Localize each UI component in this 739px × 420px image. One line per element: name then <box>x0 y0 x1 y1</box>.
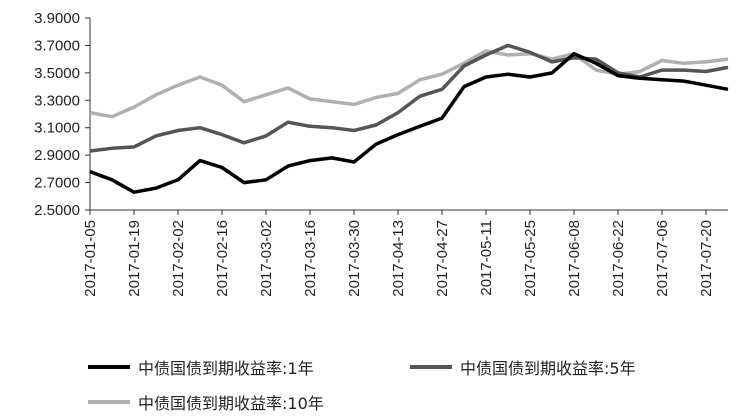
y-tick-label: 3.7000 <box>34 37 80 54</box>
y-tick-label: 3.3000 <box>34 92 80 109</box>
chart-series <box>89 43 729 194</box>
legend-swatch-10y <box>88 400 130 404</box>
legend-swatch-5y <box>410 365 452 369</box>
y-tick-label: 2.7000 <box>34 175 80 192</box>
legend-swatch-1y <box>88 365 130 369</box>
x-tick-label: 2017-06-08 <box>566 220 583 297</box>
x-tick-label: 2017-06-22 <box>610 220 627 297</box>
x-axis-ticks: 2017-01-05 2017-01-19 2017-02-02 2017-02-16… <box>82 210 715 297</box>
x-tick-label: 2017-03-16 <box>302 220 319 297</box>
x-tick-label: 2017-03-30 <box>346 220 363 297</box>
series-line-5y <box>89 43 729 153</box>
x-tick-label: 2017-05-11 <box>478 220 495 296</box>
x-tick-label: 2017-04-27 <box>434 220 451 297</box>
y-tick-label: 2.5000 <box>34 202 80 219</box>
y-axis-ticks: 3.9000 3.7000 3.5000 3.3000 3.1000 2.9000 2.70… <box>34 10 90 219</box>
series-line-1y <box>89 51 729 194</box>
x-tick-label: 2017-04-13 <box>390 220 407 297</box>
legend-label-1y: 中债国债到期收益率:1年 <box>138 359 314 378</box>
legend-item-10y: 中债国债到期收益率:10年 <box>88 390 324 414</box>
y-tick-label: 3.5000 <box>34 65 80 82</box>
y-tick-label: 2.9000 <box>34 147 80 164</box>
x-tick-label: 2017-05-25 <box>522 220 539 297</box>
y-tick-label: 3.9000 <box>34 10 80 27</box>
legend-label-10y: 中债国债到期收益率:10年 <box>138 394 324 413</box>
x-tick-label: 2017-02-02 <box>170 220 187 297</box>
x-tick-label: 2017-07-20 <box>698 220 715 297</box>
x-tick-label: 2017-01-05 <box>82 220 99 297</box>
x-tick-label: 2017-02-16 <box>214 220 231 297</box>
legend-label-5y: 中债国债到期收益率:5年 <box>460 359 636 378</box>
legend-item-5y: 中债国债到期收益率:5年 <box>410 355 636 379</box>
y-tick-label: 3.1000 <box>34 120 80 137</box>
x-tick-label: 2017-03-02 <box>258 220 275 297</box>
x-tick-label: 2017-01-19 <box>126 220 143 297</box>
x-tick-label: 2017-07-06 <box>654 220 671 297</box>
legend-item-1y: 中债国债到期收益率:1年 <box>88 355 314 379</box>
